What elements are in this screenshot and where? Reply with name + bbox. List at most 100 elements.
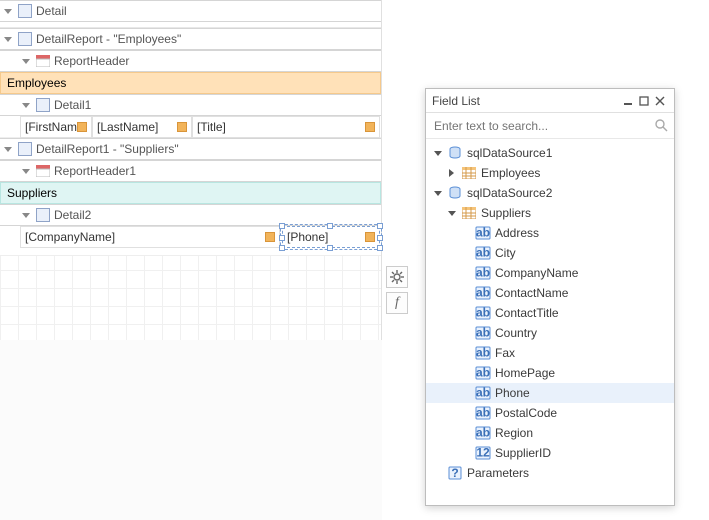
cell-phone-selected[interactable]: [Phone] — [282, 226, 380, 248]
svg-text:?: ? — [451, 466, 458, 480]
band-header-detail[interactable]: Detail — [0, 0, 381, 22]
search-input[interactable] — [426, 113, 674, 138]
spacer — [460, 448, 471, 459]
band-header-detailreport1[interactable]: DetailReport1 - "Suppliers" — [0, 138, 381, 160]
field-tag-icon — [365, 232, 375, 242]
band-header-reportheader1[interactable]: ReportHeader1 — [0, 160, 381, 182]
group-header-suppliers[interactable]: Suppliers — [0, 182, 381, 204]
panel-titlebar[interactable]: Field List — [426, 89, 674, 113]
band-label: DetailReport1 - "Suppliers" — [36, 142, 179, 156]
cell-text: [FirstNam — [25, 120, 77, 134]
expander[interactable] — [432, 148, 443, 159]
selection-handle[interactable] — [327, 223, 333, 229]
band-label: ReportHeader — [54, 54, 129, 68]
tree-node-field[interactable]: abCity — [426, 243, 674, 263]
field-list-tree[interactable]: sqlDataSource1 Employees sqlDataSource2 … — [426, 139, 674, 505]
tree-node-datasource[interactable]: sqlDataSource2 — [426, 183, 674, 203]
tree-node-parameters[interactable]: ? Parameters — [426, 463, 674, 483]
smart-tag-formula-button[interactable]: f — [386, 292, 408, 314]
tree-node-table[interactable]: Employees — [426, 163, 674, 183]
selection-handle[interactable] — [279, 235, 285, 241]
tree-node-field[interactable]: 12SupplierID — [426, 443, 674, 463]
smart-tag-gear-button[interactable] — [386, 266, 408, 288]
node-label: Suppliers — [481, 206, 531, 220]
report-designer-surface[interactable]: Detail DetailReport - "Employees" Report… — [0, 0, 382, 340]
group-header-employees[interactable]: Employees — [0, 72, 381, 94]
tree-node-datasource[interactable]: sqlDataSource1 — [426, 143, 674, 163]
tree-node-field[interactable]: ab Country — [426, 323, 674, 343]
tree-node-field[interactable]: ab ContactName — [426, 283, 674, 303]
cell-lastname[interactable]: [LastName] — [92, 116, 192, 138]
field-type-icon: ab — [475, 346, 491, 360]
field-type-icon: ab — [475, 266, 491, 280]
cell-companyname[interactable]: [CompanyName] — [20, 226, 280, 248]
expander[interactable] — [446, 168, 457, 179]
tree-node-field[interactable]: abPostalCode — [426, 403, 674, 423]
node-label: Fax — [495, 346, 515, 360]
band-header-detail1[interactable]: Detail1 — [0, 94, 381, 116]
node-label: Phone — [495, 386, 530, 400]
spacer — [460, 248, 471, 259]
chevron-down-icon — [22, 59, 30, 64]
tree-node-field[interactable]: ab Fax — [426, 343, 674, 363]
search-icon[interactable] — [654, 118, 668, 132]
selection-handle[interactable] — [377, 223, 383, 229]
expander[interactable] — [432, 188, 443, 199]
cell-text: [LastName] — [97, 120, 158, 134]
chevron-down-icon — [4, 9, 12, 14]
svg-text:ab: ab — [476, 306, 490, 320]
node-label: Country — [495, 326, 537, 340]
selection-handle[interactable] — [327, 245, 333, 251]
close-icon[interactable] — [652, 93, 668, 109]
field-type-icon: ab — [475, 426, 491, 440]
svg-text:ab: ab — [476, 326, 490, 340]
spacer — [460, 228, 471, 239]
cell-title[interactable]: [Title] — [192, 116, 380, 138]
spacer — [460, 348, 471, 359]
tree-node-table[interactable]: Suppliers — [426, 203, 674, 223]
field-list-panel: Field List sqlDataSource1 Employees sqlD… — [425, 88, 675, 506]
field-tag-icon — [177, 122, 187, 132]
svg-text:ab: ab — [476, 386, 490, 400]
field-type-icon: ab — [475, 306, 491, 320]
expander[interactable] — [446, 208, 457, 219]
tree-node-field[interactable]: abContactTitle — [426, 303, 674, 323]
minimize-icon[interactable] — [620, 93, 636, 109]
tree-node-field[interactable]: ab HomePage — [426, 363, 674, 383]
group-label: Employees — [7, 76, 66, 90]
selection-handle[interactable] — [377, 245, 383, 251]
detail2-field-row: [CompanyName] [Phone] — [0, 226, 381, 256]
band-header-detail2[interactable]: Detail2 — [0, 204, 381, 226]
band-header-detailreport[interactable]: DetailReport - "Employees" — [0, 28, 381, 50]
tree-node-field[interactable]: ab CompanyName — [426, 263, 674, 283]
node-label: HomePage — [495, 366, 555, 380]
spacer — [432, 468, 443, 479]
svg-text:ab: ab — [476, 286, 490, 300]
parameters-icon: ? — [447, 466, 463, 480]
selection-handle[interactable] — [279, 245, 285, 251]
svg-text:ab: ab — [476, 366, 490, 380]
node-label: SupplierID — [495, 446, 551, 460]
database-icon — [447, 186, 463, 200]
node-label: CompanyName — [495, 266, 578, 280]
node-label: ContactName — [495, 286, 568, 300]
node-label: Address — [495, 226, 539, 240]
smart-tag-group: f — [386, 266, 408, 314]
tree-node-field[interactable]: abRegion — [426, 423, 674, 443]
tree-node-field[interactable]: abAddress — [426, 223, 674, 243]
panel-title-text: Field List — [432, 94, 480, 108]
tree-node-field[interactable]: ab Phone — [426, 383, 674, 403]
selection-handle[interactable] — [279, 223, 285, 229]
cell-firstname[interactable]: [FirstNam — [20, 116, 92, 138]
table-icon — [461, 206, 477, 220]
field-type-icon: ab — [475, 406, 491, 420]
svg-text:ab: ab — [476, 426, 490, 440]
field-type-icon: ab — [475, 246, 491, 260]
detail-band-icon — [36, 98, 50, 112]
chevron-down-icon — [22, 169, 30, 174]
selection-handle[interactable] — [377, 235, 383, 241]
svg-text:ab: ab — [476, 246, 490, 260]
band-header-reportheader[interactable]: ReportHeader — [0, 50, 381, 72]
maximize-icon[interactable] — [636, 93, 652, 109]
chevron-down-icon — [22, 103, 30, 108]
